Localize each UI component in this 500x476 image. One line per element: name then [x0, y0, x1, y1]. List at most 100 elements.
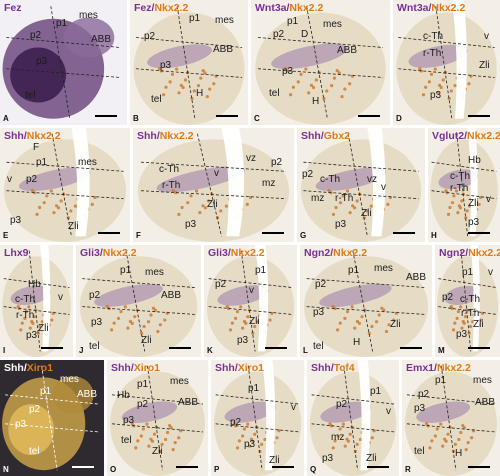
orange-dot [244, 321, 248, 325]
orange-dot [418, 67, 422, 71]
panel-title: Shh/Nkx2.2 [4, 130, 61, 142]
orange-dot [38, 324, 42, 329]
orange-dot [428, 446, 432, 450]
orange-dot [45, 194, 49, 198]
boundary-line [41, 365, 58, 471]
tissue-drawing [0, 360, 104, 476]
orange-dot [24, 310, 28, 314]
orange-dot [150, 439, 155, 443]
orange-dot [338, 321, 342, 325]
purple-stain [147, 44, 212, 69]
orange-dot [247, 444, 252, 448]
panel-title-part: Tcf4 [333, 362, 355, 374]
region-label: p3 [468, 217, 480, 228]
boundary-line [456, 133, 468, 237]
orange-dot [207, 199, 211, 203]
region-label: p1 [120, 265, 132, 276]
region-label: p2 [418, 389, 430, 400]
region-label: r-Th [450, 183, 469, 194]
orange-dot [141, 427, 145, 431]
region-label: ABB [91, 34, 112, 45]
panel-c: Wnt3a/Nkx2.2 p1 mes p2 D ABB p3 tel H C [251, 0, 390, 125]
boundary-line [3, 306, 70, 315]
orange-dot [126, 326, 130, 330]
panel-image [76, 245, 201, 357]
region-label: p3 [282, 66, 294, 77]
orange-dot [179, 83, 183, 87]
panel-title: Wnt3a/Nkx2.2 [255, 2, 323, 14]
orange-dot [351, 204, 355, 208]
orange-dot [453, 321, 457, 325]
panel-title-part: Nkx2.2 [159, 130, 194, 142]
region-label: p1 [435, 375, 447, 386]
region-label: p2 [137, 399, 149, 410]
region-label: p2 [315, 279, 327, 290]
orange-dot [337, 71, 341, 75]
orange-dot [456, 310, 460, 314]
boundary-line [440, 365, 457, 471]
orange-dot [449, 89, 453, 93]
ventricle [255, 245, 269, 352]
region-label: Hb [28, 279, 41, 290]
orange-dot [355, 319, 360, 324]
region-label: r-Th [335, 193, 354, 204]
orange-dot [348, 432, 352, 436]
scale-bar [367, 466, 389, 468]
orange-dot [333, 439, 337, 443]
region-label: p3 [15, 419, 27, 430]
orange-dot [149, 313, 153, 317]
panel-title-part: Fez [134, 2, 152, 14]
tissue-section [303, 256, 429, 357]
orange-dot [34, 308, 38, 312]
orange-dot [348, 211, 352, 215]
panel-title-part: / [465, 247, 469, 259]
region-label: mes [374, 263, 393, 274]
boundary-line [240, 250, 256, 352]
panel-title-part: / [330, 247, 334, 259]
orange-dot [451, 328, 456, 332]
orange-dot [136, 439, 140, 443]
orange-dot [168, 80, 172, 84]
region-label: mes [78, 157, 97, 168]
orange-dot [23, 316, 27, 320]
tissue-drawing [435, 245, 500, 357]
boundary-line [398, 37, 495, 48]
orange-dot [427, 80, 431, 84]
orange-dot [112, 321, 116, 325]
purple-stain [320, 401, 371, 423]
region-label: Zli [468, 198, 479, 209]
tissue-section [137, 139, 290, 242]
orange-dot [450, 201, 455, 205]
region-label: p2 [442, 292, 454, 303]
scale-bar [176, 466, 198, 468]
orange-dot [353, 326, 357, 330]
region-label: p1 [189, 13, 201, 24]
region-label: p2 [230, 417, 242, 428]
region-label: c-Th [159, 164, 179, 175]
orange-dot [28, 326, 32, 330]
panel-title: Vglut2/Nkx2.2 [432, 130, 500, 142]
boundary-line [112, 423, 203, 433]
region-label: p3 [244, 439, 256, 450]
panel-p: Shh/Xiro1 p1 v p2 p3 Zli P [211, 360, 304, 476]
region-label: p2 [273, 29, 285, 40]
orange-dot [246, 315, 250, 319]
orange-dot [424, 85, 428, 89]
panel-title-part: Lhx9 [4, 247, 29, 259]
region-label: r-Th [423, 48, 442, 59]
boundary-line [347, 133, 368, 237]
orange-dot [174, 191, 178, 195]
region-label: p2 [215, 279, 227, 290]
orange-dot [374, 320, 379, 324]
stain-region [8, 404, 55, 456]
orange-dot [333, 306, 337, 311]
region-label: p1 [287, 16, 299, 27]
orange-dot [370, 436, 374, 440]
orange-dot [343, 316, 347, 320]
boundary-line [431, 161, 497, 172]
panel-title-part: Nkx2.2 [468, 247, 500, 259]
scale-bar [41, 347, 63, 349]
region-label: mes [79, 10, 98, 21]
orange-dot [384, 329, 389, 334]
panel-title-part: / [330, 362, 334, 374]
